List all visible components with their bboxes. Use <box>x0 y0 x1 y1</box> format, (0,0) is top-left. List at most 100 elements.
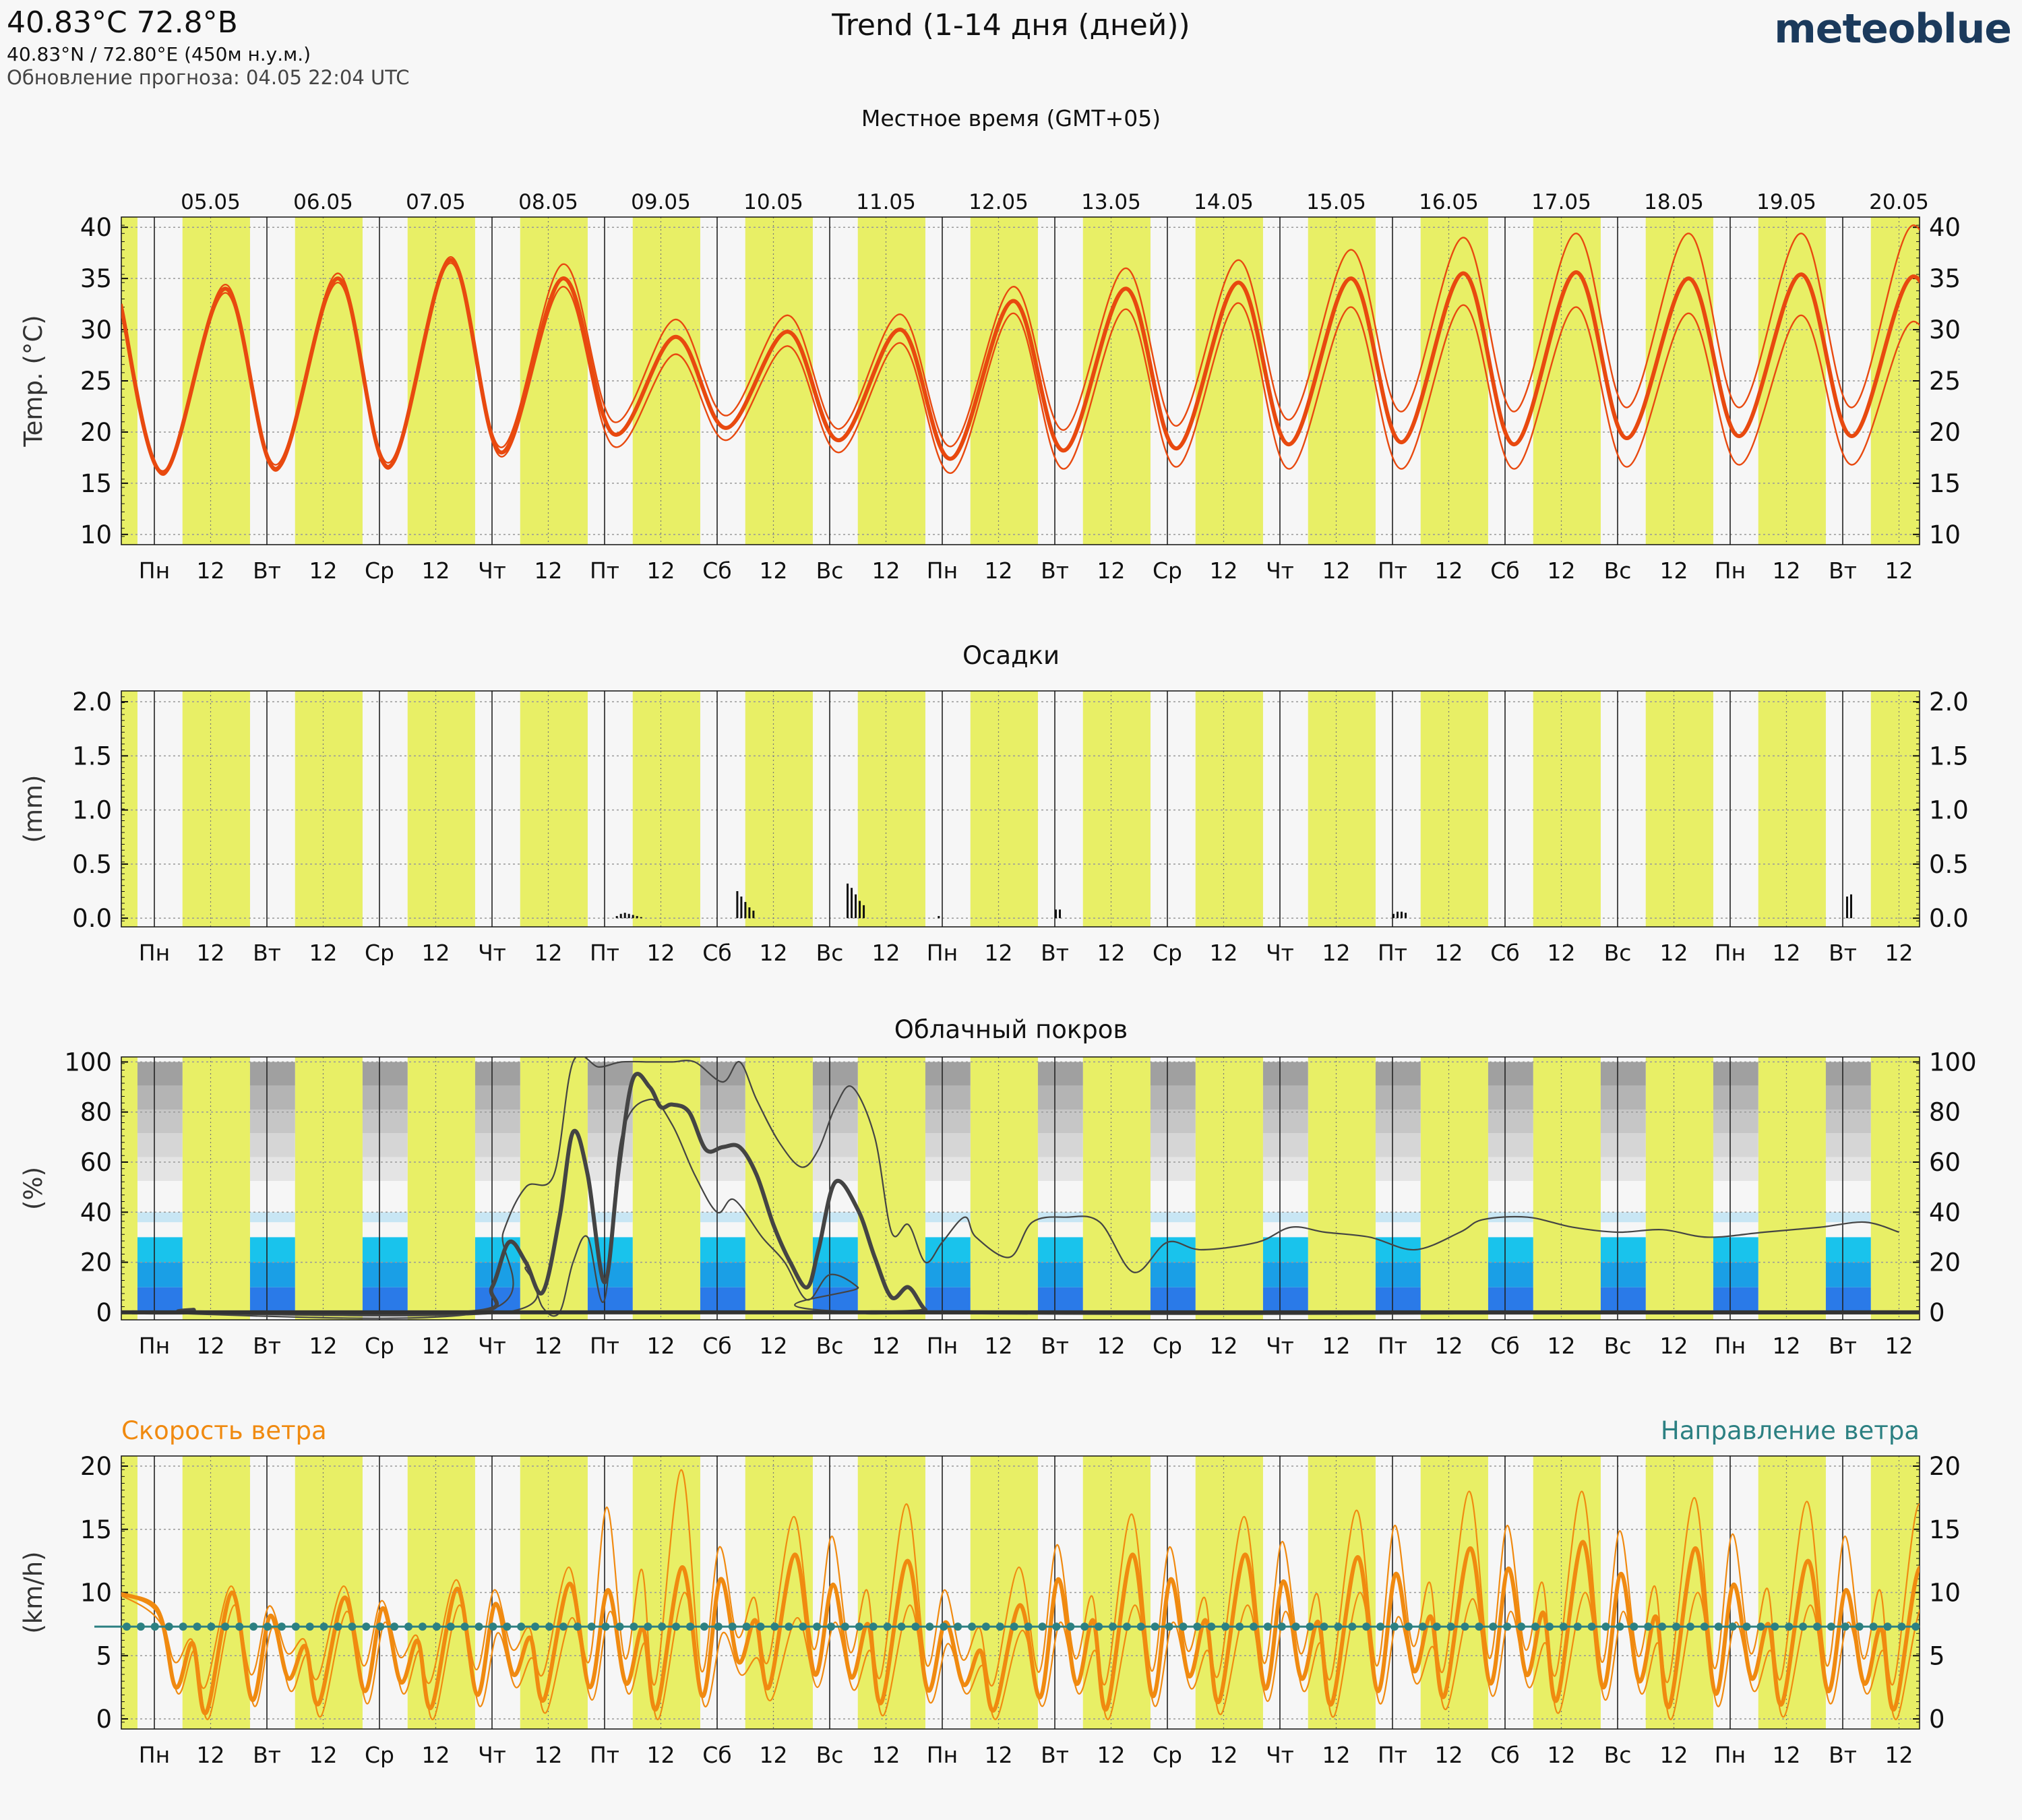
wind-direction-point <box>911 1622 920 1631</box>
wind-direction-point <box>756 1622 765 1631</box>
high-cloud-layer <box>1037 1110 1083 1134</box>
high-cloud-layer <box>1037 1133 1083 1157</box>
low-cloud-layer <box>587 1287 633 1312</box>
high-cloud-layer <box>1262 1062 1308 1086</box>
y-tick-label: 40 <box>1929 1198 1961 1227</box>
weekday-label: Вт <box>1041 557 1069 584</box>
cloud-mean-line <box>131 1072 1899 1316</box>
wind-direction-point <box>1461 1622 1469 1631</box>
low-cloud-layer <box>925 1262 971 1287</box>
low-cloud-layer <box>474 1212 520 1223</box>
high-cloud-layer <box>362 1157 408 1181</box>
noon-label: 12 <box>1322 1333 1351 1359</box>
wind-direction-point <box>1813 1622 1821 1631</box>
weekday-label: Вс <box>816 940 844 966</box>
y-tick-label: 80 <box>80 1098 112 1127</box>
daylight-band <box>970 1057 1038 1320</box>
wind-direction-point <box>179 1622 187 1631</box>
meteoblue-logo[interactable]: meteoblue <box>1774 5 2012 53</box>
precip-bar <box>1059 909 1061 919</box>
wind-direction-point <box>883 1622 892 1631</box>
high-cloud-layer <box>1150 1133 1196 1157</box>
wind-direction-point <box>1179 1622 1188 1631</box>
high-cloud-layer <box>362 1085 408 1110</box>
noon-label: 12 <box>647 1333 675 1359</box>
weekday-label: Пн <box>927 557 958 584</box>
high-cloud-layer <box>587 1085 633 1110</box>
wind-direction-point <box>869 1622 878 1631</box>
daylight-band <box>632 217 700 545</box>
y-tick-label: 80 <box>1929 1098 1961 1127</box>
wind-direction-point <box>334 1622 342 1631</box>
y-axis-label: (%) <box>19 1167 48 1210</box>
weekday-label: Пн <box>1715 1742 1746 1768</box>
weekday-label: Вс <box>1604 940 1632 966</box>
noon-label: 12 <box>309 1333 338 1359</box>
y-tick-label: 25 <box>1929 367 1961 396</box>
high-cloud-layer <box>1262 1110 1308 1134</box>
daylight-band <box>745 691 813 927</box>
precip-bar <box>627 913 630 919</box>
high-cloud-layer <box>1825 1062 1871 1086</box>
wind-direction-point <box>1136 1622 1145 1631</box>
weekday-label: Чт <box>478 1742 506 1768</box>
high-cloud-layer <box>925 1133 971 1157</box>
weekday-label: Чт <box>478 557 506 584</box>
weekday-label: Пн <box>139 557 170 584</box>
weekday-label: Пн <box>1715 1333 1746 1359</box>
wind-direction-point <box>418 1622 427 1631</box>
wind-direction-point <box>1475 1622 1483 1631</box>
wind-direction-point <box>390 1622 399 1631</box>
high-cloud-layer <box>249 1085 295 1110</box>
noon-label: 12 <box>197 1742 225 1768</box>
wind-direction-point <box>1785 1622 1794 1631</box>
daylight-band <box>1758 1057 1826 1320</box>
noon-label: 12 <box>872 940 900 966</box>
weekday-label: Ср <box>1153 940 1182 966</box>
y-tick-label: 1.5 <box>1929 741 1969 770</box>
y-tick-label: 0 <box>96 1298 112 1327</box>
high-cloud-layer <box>812 1157 858 1181</box>
high-cloud-layer <box>925 1110 971 1134</box>
low-cloud-layer <box>700 1237 745 1263</box>
y-tick-label: 20 <box>1929 1452 1961 1481</box>
daylight-band <box>1758 691 1826 927</box>
weekday-label: Вт <box>253 1333 281 1359</box>
low-cloud-layer <box>1825 1212 1871 1223</box>
weekday-label: Сб <box>1490 557 1519 584</box>
wind-direction-point <box>1038 1622 1047 1631</box>
wind-direction-point <box>235 1622 244 1631</box>
weekday-label: Пн <box>927 1333 958 1359</box>
y-tick-label: 10 <box>80 1579 112 1608</box>
wind-speed-legend: Скорость ветра <box>121 1416 327 1445</box>
noon-label: 12 <box>1322 940 1351 966</box>
weekday-label: Пн <box>1715 940 1746 966</box>
noon-label: 12 <box>534 1742 563 1768</box>
wind-direction-point <box>1080 1622 1089 1631</box>
noon-label: 12 <box>1773 557 1801 584</box>
noon-label: 12 <box>197 940 225 966</box>
low-cloud-layer <box>1713 1212 1758 1223</box>
wind-direction-point <box>1869 1622 1878 1631</box>
weekday-label: Вт <box>253 1742 281 1768</box>
wind-mean-line <box>121 1540 1920 1716</box>
precip-bar <box>1055 909 1057 919</box>
y-tick-label: 0 <box>96 1705 112 1734</box>
daylight-band <box>857 691 925 927</box>
timezone-label: Местное время (GMT+05) <box>861 105 1161 131</box>
low-cloud-layer <box>249 1212 295 1223</box>
low-cloud-layer <box>1488 1237 1533 1263</box>
daylight-band <box>857 1057 925 1320</box>
daylight-band <box>407 691 475 927</box>
high-cloud-layer <box>1375 1157 1421 1181</box>
wind-direction-point <box>1348 1622 1357 1631</box>
daylight-band <box>1195 217 1263 545</box>
low-cloud-layer <box>1150 1262 1196 1287</box>
wind-direction-point <box>1122 1622 1131 1631</box>
wind-direction-point <box>799 1622 807 1631</box>
weekday-label: Чт <box>1266 940 1294 966</box>
noon-label: 12 <box>872 1333 900 1359</box>
wind-direction-point <box>1095 1622 1103 1631</box>
low-cloud-layer <box>1262 1212 1308 1223</box>
low-cloud-layer <box>137 1287 183 1312</box>
